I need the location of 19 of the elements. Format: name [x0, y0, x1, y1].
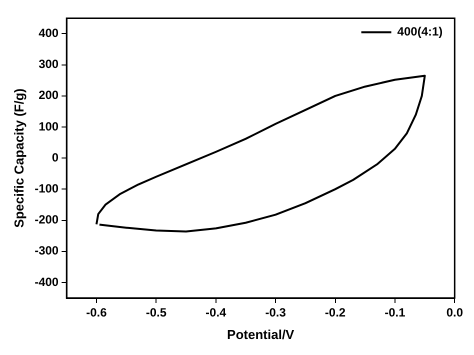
y-tick-label: -300 [34, 244, 59, 258]
x-tick-label: -0.4 [206, 306, 227, 320]
legend-label: 400(4:1) [397, 24, 443, 39]
y-tick-label: 400 [38, 26, 59, 40]
x-tick-label: -0.5 [146, 306, 167, 320]
y-tick-label: 100 [38, 119, 59, 134]
y-tick-label: 200 [38, 88, 59, 102]
x-tick-label: -0.6 [86, 306, 108, 320]
y-tick-label: -400 [34, 274, 59, 289]
x-tick-label: 0.0 [446, 306, 464, 320]
y-tick-label: 300 [38, 57, 59, 72]
x-tick-label: -0.3 [265, 306, 286, 320]
y-axis-title: Specific Capacity (F/g) [11, 88, 26, 228]
y-tick-label: -100 [34, 182, 59, 196]
x-tick-label: -0.2 [324, 306, 346, 320]
y-tick-label: 0 [52, 150, 59, 164]
x-tick-label: -0.1 [384, 306, 406, 320]
y-tick-label: -200 [34, 212, 59, 227]
x-axis-title: Potential/V [227, 326, 295, 342]
